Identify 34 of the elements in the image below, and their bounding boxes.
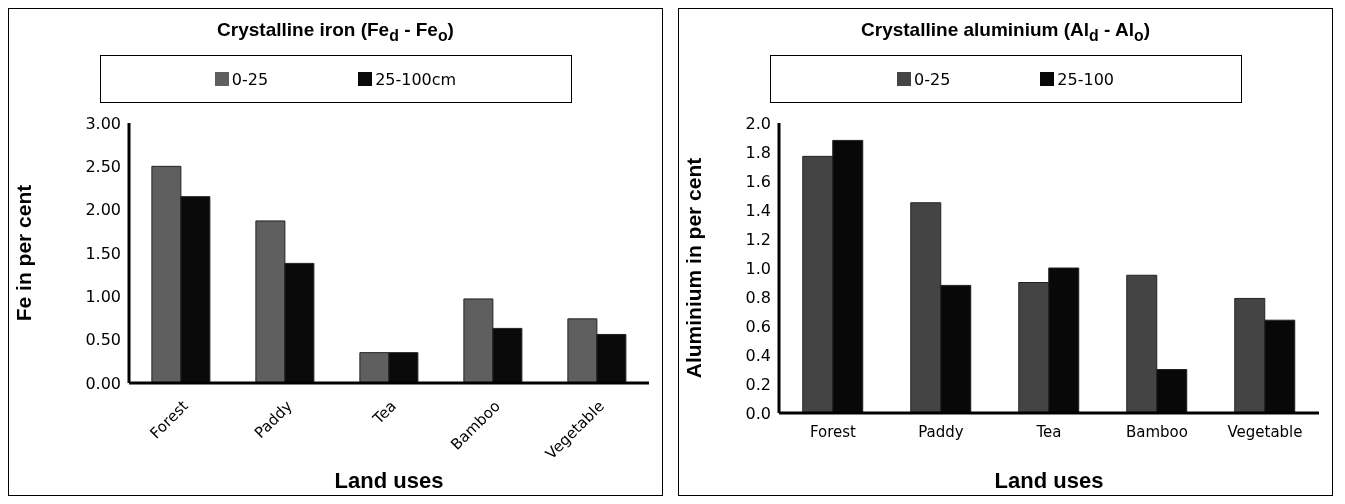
x-tick-label: Tea (368, 397, 400, 429)
y-tick-label: 2.50 (85, 157, 121, 177)
x-tick-label: Forest (809, 423, 857, 441)
chart-title: Crystalline iron (Fe$_{d}$ - Fe$_{o}$) (216, 19, 455, 46)
y-tick-label: 1.00 (85, 287, 121, 307)
legend-label: 25-100cm (374, 69, 457, 89)
y-axis-title: Fe in per cent (12, 184, 36, 322)
x-axis-title: Land uses (334, 468, 444, 493)
y-tick-label: 1.8 (745, 142, 771, 162)
y-tick-label: 1.0 (745, 258, 771, 278)
legend-label: 25-100 (1056, 69, 1114, 89)
y-tick-label: 1.2 (745, 229, 771, 249)
legend-label: 0-25 (913, 69, 951, 89)
y-tick-label: 2.00 (85, 200, 121, 220)
x-tick-label: Vegetable (1227, 423, 1303, 441)
y-tick-label: 0.8 (745, 287, 771, 307)
x-axis-title: Land uses (994, 468, 1104, 493)
y-tick-label: 0.6 (745, 316, 771, 336)
x-tick-label: Paddy (918, 423, 964, 441)
y-tick-label: 0.00 (85, 373, 121, 393)
y-tick-label: 0.50 (85, 330, 121, 350)
y-tick-label: 3.00 (85, 113, 121, 133)
y-tick-label: 1.4 (745, 200, 771, 220)
x-tick-label: Bamboo (1126, 423, 1188, 441)
y-tick-label: 1.50 (85, 243, 121, 263)
chart-title: Crystalline aluminium (Al$_{d}$ - Al$_{o}$) (860, 19, 1151, 46)
x-tick-label: Tea (1035, 423, 1062, 441)
y-tick-label: 0.4 (745, 345, 771, 365)
y-axis-title: Aluminium in per cent (682, 157, 706, 379)
legend-label: 0-25 (230, 69, 269, 89)
y-tick-label: 2.0 (745, 113, 771, 133)
y-tick-label: 0.2 (745, 374, 771, 394)
y-tick-label: 1.6 (745, 171, 771, 191)
y-tick-label: 0.0 (745, 403, 771, 423)
